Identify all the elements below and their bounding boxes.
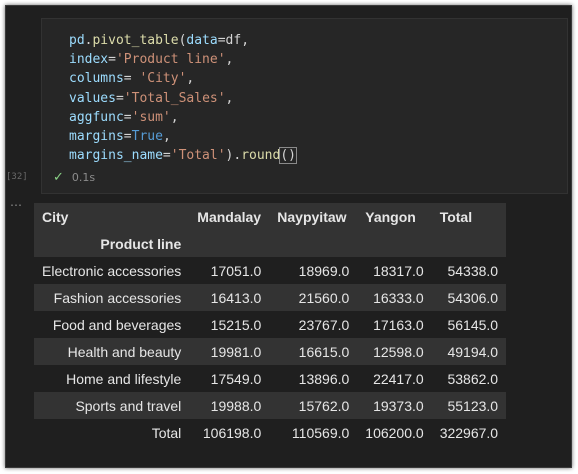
code-token: .	[84, 33, 93, 48]
table-row: Food and beverages 15215.0 23767.0 17163.0 5…	[34, 311, 507, 338]
code-token: =df,	[217, 33, 250, 48]
code-line: margins=True,	[69, 127, 296, 146]
code-token: aggfunc	[69, 109, 124, 125]
table-cell: 54338.0	[447, 262, 499, 279]
column-index-label: City	[34, 203, 190, 230]
table-cell: 17051.0	[210, 262, 262, 279]
code-cell[interactable]: pd.pivot_table(data=df, index='Product li…	[41, 18, 568, 194]
row-label: Home and lifestyle	[66, 370, 182, 387]
table-row: Health and beauty 19981.0 16615.0 12598.0 49…	[34, 338, 507, 365]
execution-count: [32]	[6, 172, 28, 182]
code-token: ,	[170, 109, 179, 125]
table-cell: 15762.0	[298, 397, 350, 414]
code-token: (	[178, 33, 187, 48]
table-cell: 56145.0	[447, 316, 499, 333]
code-token: ,	[225, 52, 234, 68]
code-token: =	[123, 128, 132, 144]
row-label: Fashion accessories	[53, 289, 182, 306]
table-cell: 55123.0	[447, 397, 499, 414]
code-token: =	[115, 90, 124, 106]
code-token: =	[108, 52, 116, 68]
table-cell: 17163.0	[373, 316, 424, 333]
table-cell: 23767.0	[298, 316, 350, 333]
index-name: Product line	[34, 230, 190, 257]
code-token: columns	[69, 71, 124, 87]
table-cell: 16413.0	[210, 289, 262, 306]
column-header: Yangon	[357, 203, 432, 230]
table-cell: 322967.0	[439, 424, 499, 441]
code-token: 'Product line'	[115, 52, 226, 68]
code-editor[interactable]: pd.pivot_table(data=df, index='Product li…	[69, 31, 297, 165]
code-token: ,	[225, 90, 234, 106]
row-label: Health and beauty	[67, 343, 182, 360]
code-token: ).	[225, 148, 242, 164]
table-cell: 17549.0	[210, 370, 262, 387]
code-line: index='Product line',	[69, 50, 296, 69]
code-token: 'Total_Sales'	[123, 90, 226, 106]
table-cell: 19373.0	[373, 397, 424, 414]
table-cell: 49194.0	[447, 343, 499, 360]
code-token: pd	[69, 33, 85, 48]
code-token: round	[241, 148, 281, 164]
code-token: =	[162, 148, 171, 164]
code-token: 'City'	[139, 71, 187, 87]
column-header: Total	[431, 203, 507, 230]
table-cell: 106198.0	[202, 424, 262, 441]
table-row: Electronic accessories 17051.0 18969.0 1831…	[34, 257, 507, 284]
table-cell: 19988.0	[210, 397, 262, 414]
pivot-table: City Mandalay Naypyitaw Yangon Total Pro…	[34, 203, 507, 446]
table-header-row: City Mandalay Naypyitaw Yangon Total	[34, 203, 507, 230]
table-cell: 12598.0	[373, 343, 424, 360]
cell-status: ✓ 0.1s	[53, 170, 95, 185]
table-cell: 22417.0	[373, 370, 424, 387]
row-label: Total	[151, 424, 182, 441]
notebook-output-panel: pd.pivot_table(data=df, index='Product li…	[5, 5, 572, 468]
table-cell: 16615.0	[298, 343, 350, 360]
table-row: Fashion accessories 16413.0 21560.0 16333.0…	[34, 284, 507, 311]
code-token: 'Total'	[170, 148, 226, 164]
table-cell: 53862.0	[447, 370, 499, 387]
code-token: margins	[69, 128, 124, 144]
code-line: columns= 'City',	[69, 69, 296, 88]
code-token: values	[69, 90, 116, 106]
code-line: aggfunc='sum',	[69, 108, 296, 127]
code-line: values='Total_Sales',	[69, 89, 296, 108]
code-token: pivot_table	[92, 33, 179, 48]
table-cell: 13896.0	[298, 370, 350, 387]
index-name-row: Product line	[34, 230, 507, 257]
code-token: =	[123, 71, 140, 87]
code-token: index	[69, 52, 109, 68]
table-cell: 18317.0	[373, 262, 424, 279]
code-token: margins_name	[69, 148, 163, 164]
table-cell: 106200.0	[365, 424, 424, 441]
table-row: Sports and travel 19988.0 15762.0 19373.0 55…	[34, 392, 507, 419]
execution-time: 0.1s	[71, 171, 96, 184]
table-row: Total 106198.0 110569.0 106200.0 322967.0	[34, 419, 507, 446]
code-token: ,	[162, 128, 171, 144]
code-line: pd.pivot_table(data=df,	[69, 31, 296, 50]
table-cell: 16333.0	[373, 289, 424, 306]
code-token: data	[186, 33, 218, 48]
row-label: Electronic accessories	[42, 262, 182, 279]
check-icon: ✓	[53, 170, 64, 185]
row-label: Food and beverages	[52, 316, 182, 333]
table-cell: 54306.0	[447, 289, 499, 306]
code-token: True	[131, 128, 163, 144]
table-cell: 19981.0	[210, 343, 262, 360]
table-cell: 110569.0	[291, 424, 350, 441]
table-cell: 15215.0	[210, 316, 262, 333]
column-header: Naypyitaw	[269, 203, 358, 230]
code-line: margins_name='Total').round()	[69, 146, 297, 165]
table-cell: 21560.0	[298, 289, 350, 306]
code-token: =	[123, 109, 132, 125]
table-row: Home and lifestyle 17549.0 13896.0 22417.0 5…	[34, 365, 507, 392]
table-cell: 18969.0	[298, 262, 350, 279]
row-label: Sports and travel	[75, 397, 182, 414]
code-token: ()	[279, 147, 297, 165]
column-header: Mandalay	[189, 203, 270, 230]
code-token: ,	[186, 71, 195, 87]
code-token: 'sum'	[131, 109, 171, 125]
ellipsis-icon[interactable]: ⋯	[10, 198, 23, 212]
